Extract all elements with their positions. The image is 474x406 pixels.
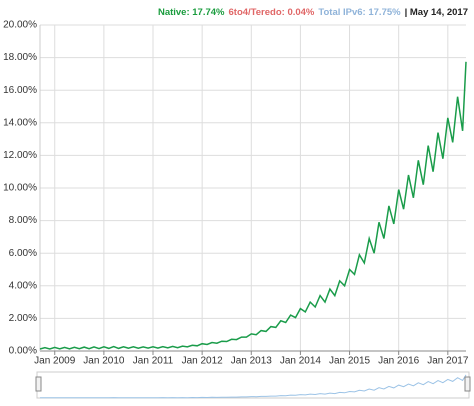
x-tick-label: Jan 2014 [280,356,322,367]
x-tick-label: Jan 2015 [329,356,371,367]
header-item: 6to4/Teredo: 0.04% [229,7,315,18]
y-tick-label: 16.00% [3,85,37,96]
navigator-frame [36,371,470,399]
y-tick-label: 8.00% [9,215,37,226]
y-tick-label: 10.00% [3,183,37,194]
y-tick-label: 18.00% [3,52,37,63]
y-tick-label: 0.00% [9,346,37,357]
navigator-handle[interactable] [464,376,471,392]
navigator-handle[interactable] [35,376,42,392]
header-item: Total IPv6: 17.75% [318,7,401,18]
navigator-line [39,374,467,399]
y-tick-label: 20.00% [3,20,37,31]
x-tick-label: Jan 2013 [231,356,273,367]
y-tick-label: 14.00% [3,117,37,128]
y-tick-label: 12.00% [3,150,37,161]
x-tick-label: Jan 2016 [378,356,420,367]
header-item: Native: 17.74% [158,7,225,18]
header-item: | May 14, 2017 [405,7,468,18]
y-tick-label: 4.00% [9,280,37,291]
header: Native: 17.74% 6to4/Teredo: 0.04% Total IP… [158,7,468,18]
x-tick-label: Jan 2012 [182,356,224,367]
x-tick-label: Jan 2011 [133,356,174,367]
x-tick-label: Jan 2010 [83,356,125,367]
y-tick-label: 2.00% [9,313,37,324]
y-tick-label: 6.00% [9,248,37,259]
series-line [39,61,467,350]
x-tick-label: Jan 2017 [427,356,469,367]
x-tick-label: Jan 2009 [34,356,76,367]
